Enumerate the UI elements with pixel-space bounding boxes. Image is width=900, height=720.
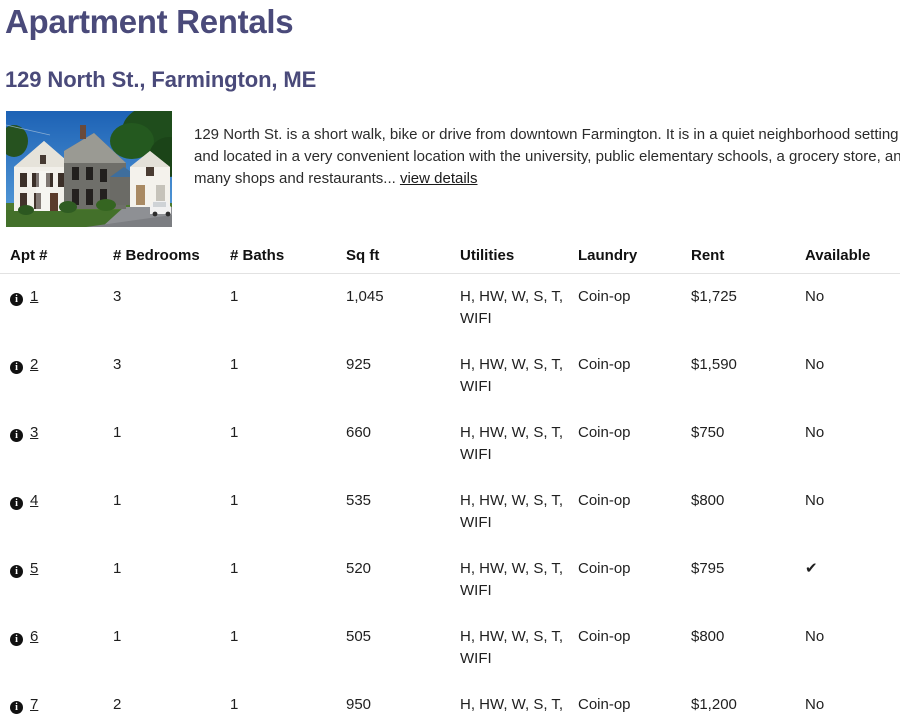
cell-utilities: H, HW, W, S, T, WIFI: [460, 696, 564, 720]
property-photo-illustration: [6, 111, 172, 227]
info-icon[interactable]: i: [10, 429, 23, 442]
apt-number-link[interactable]: 5: [30, 560, 39, 577]
cell-sqft: 660: [346, 424, 372, 441]
listing-summary: 129 North St. is a short walk, bike or d…: [0, 111, 900, 231]
cell-available-no: No: [805, 288, 825, 305]
cell-baths: 1: [230, 424, 239, 441]
column-header-baths[interactable]: # Baths: [230, 241, 346, 274]
info-icon[interactable]: i: [10, 497, 23, 510]
table-row: i 4 1 1 535 H, HW, W, S, T, WIFI Coin-op $800 No: [0, 478, 900, 546]
table-row: i 3 1 1 660 H, HW, W, S, T, WIFI Coin-op $750 No: [0, 410, 900, 478]
cell-bedrooms: 3: [113, 288, 122, 305]
cell-laundry: Coin-op: [578, 356, 631, 373]
info-icon[interactable]: i: [10, 633, 23, 646]
cell-baths: 1: [230, 356, 239, 373]
page-title: Apartment Rentals: [5, 3, 294, 40]
cell-laundry: Coin-op: [578, 424, 631, 441]
apt-number-link[interactable]: 4: [30, 492, 39, 509]
cell-available-no: No: [805, 628, 825, 645]
cell-available-no: No: [805, 424, 825, 441]
info-icon[interactable]: i: [10, 565, 23, 578]
column-header-utilities[interactable]: Utilities: [460, 241, 578, 274]
cell-rent: $795: [691, 560, 725, 577]
cell-utilities: H, HW, W, S, T, WIFI: [460, 424, 564, 463]
cell-rent: $1,725: [691, 288, 737, 305]
cell-laundry: Coin-op: [578, 288, 631, 305]
cell-rent: $750: [691, 424, 725, 441]
cell-sqft: 535: [346, 492, 372, 509]
cell-rent: $800: [691, 628, 725, 645]
column-header-sqft[interactable]: Sq ft: [346, 241, 460, 274]
property-address-heading: 129 North St., Farmington, ME: [5, 67, 317, 92]
cell-bedrooms: 1: [113, 424, 122, 441]
info-icon[interactable]: i: [10, 293, 23, 306]
property-description: 129 North St. is a short walk, bike or d…: [194, 124, 900, 190]
column-header-laundry[interactable]: Laundry: [578, 241, 691, 274]
cell-available-no: No: [805, 696, 825, 713]
view-details-link[interactable]: view details: [399, 170, 478, 187]
cell-utilities: H, HW, W, S, T, WIFI: [460, 288, 564, 327]
apt-number-link[interactable]: 2: [30, 356, 39, 373]
table-row: i 1 3 1 1,045 H, HW, W, S, T, WIFI Coin-op $1,7…: [0, 274, 900, 343]
column-header-available[interactable]: Available: [805, 241, 900, 274]
table-row: i 6 1 1 505 H, HW, W, S, T, WIFI Coin-op $800 No: [0, 614, 900, 682]
cell-sqft: 505: [346, 628, 372, 645]
cell-available-no: No: [805, 356, 825, 373]
cell-bedrooms: 3: [113, 356, 122, 373]
cell-rent: $800: [691, 492, 725, 509]
info-icon[interactable]: i: [10, 361, 23, 374]
table-row: i 2 3 1 925 H, HW, W, S, T, WIFI Coin-op $1,590…: [0, 342, 900, 410]
cell-laundry: Coin-op: [578, 560, 631, 577]
cell-sqft: 520: [346, 560, 372, 577]
cell-baths: 1: [230, 696, 239, 713]
apt-number-link[interactable]: 6: [30, 628, 39, 645]
cell-baths: 1: [230, 492, 239, 509]
cell-available-yes: ✔: [805, 560, 818, 577]
cell-utilities: H, HW, W, S, T, WIFI: [460, 560, 564, 599]
cell-bedrooms: 1: [113, 628, 122, 645]
table-header-row: Apt # # Bedrooms # Baths Sq ft Utilities…: [0, 241, 900, 274]
apt-number-link[interactable]: 3: [30, 424, 39, 441]
cell-laundry: Coin-op: [578, 628, 631, 645]
cell-baths: 1: [230, 628, 239, 645]
cell-utilities: H, HW, W, S, T, WIFI: [460, 628, 564, 667]
cell-bedrooms: 2: [113, 696, 122, 713]
cell-utilities: H, HW, W, S, T, WIFI: [460, 492, 564, 531]
property-description-text: 129 North St. is a short walk, bike or d…: [194, 126, 900, 187]
cell-laundry: Coin-op: [578, 492, 631, 509]
apt-number-link[interactable]: 1: [30, 288, 39, 305]
cell-bedrooms: 1: [113, 560, 122, 577]
apartment-listing-table: Apt # # Bedrooms # Baths Sq ft Utilities…: [0, 241, 900, 720]
table-body: i 1 3 1 1,045 H, HW, W, S, T, WIFI Coin-op $1,7…: [0, 274, 900, 720]
cell-sqft: 1,045: [346, 288, 384, 305]
cell-sqft: 925: [346, 356, 372, 373]
cell-bedrooms: 1: [113, 492, 122, 509]
table-header: Apt # # Bedrooms # Baths Sq ft Utilities…: [0, 241, 900, 274]
cell-laundry: Coin-op: [578, 696, 631, 713]
column-header-rent[interactable]: Rent: [691, 241, 805, 274]
cell-available-no: No: [805, 492, 825, 509]
table-row: i 5 1 1 520 H, HW, W, S, T, WIFI Coin-op $795 ✔: [0, 546, 900, 614]
cell-rent: $1,200: [691, 696, 737, 713]
cell-sqft: 950: [346, 696, 372, 713]
column-header-apt[interactable]: Apt #: [0, 241, 113, 274]
apt-number-link[interactable]: 7: [30, 696, 39, 713]
cell-rent: $1,590: [691, 356, 737, 373]
property-photo[interactable]: [6, 111, 172, 227]
cell-baths: 1: [230, 560, 239, 577]
info-icon[interactable]: i: [10, 701, 23, 714]
column-header-bedrooms[interactable]: # Bedrooms: [113, 241, 230, 274]
cell-baths: 1: [230, 288, 239, 305]
cell-utilities: H, HW, W, S, T, WIFI: [460, 356, 564, 395]
